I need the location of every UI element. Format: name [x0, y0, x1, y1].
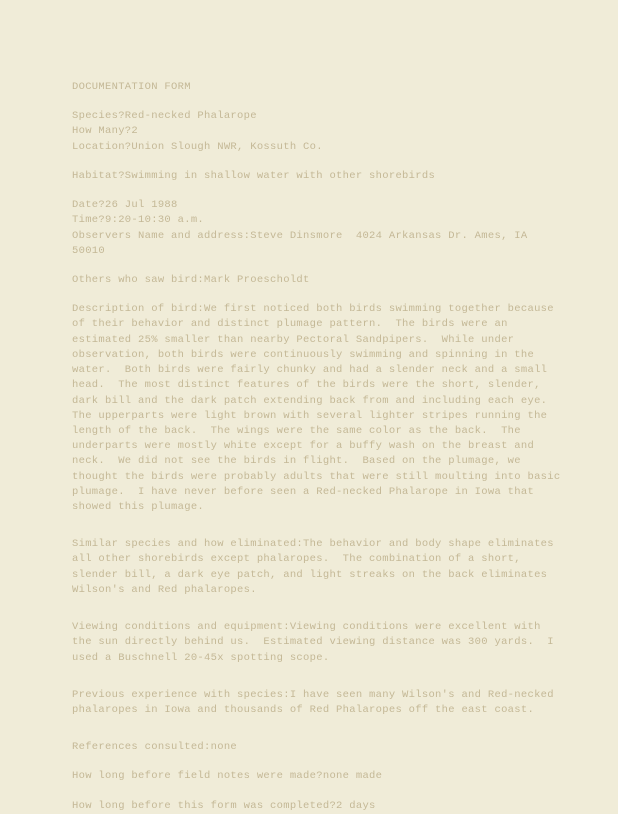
time-line: Time?9:20-10:30 a.m.: [72, 213, 563, 228]
howmany-line: How Many?2: [72, 124, 563, 139]
references-block: References consulted:none: [72, 740, 563, 755]
observer-line: Observers Name and address:Steve Dinsmor…: [72, 229, 563, 259]
others-line: Others who saw bird:Mark Proescholdt: [72, 273, 563, 288]
viewing-block: Viewing conditions and equipment:Viewing…: [72, 620, 563, 666]
previous-text: Previous experience with species:I have …: [72, 688, 563, 718]
similar-text: Similar species and how eliminated:The b…: [72, 537, 563, 598]
formcompleted-line: How long before this form was completed?…: [72, 799, 563, 814]
previous-block: Previous experience with species:I have …: [72, 688, 563, 718]
description-block: Description of bird:We first noticed bot…: [72, 302, 563, 515]
others-block: Others who saw bird:Mark Proescholdt: [72, 273, 563, 288]
habitat-line: Habitat?Swimming in shallow water with o…: [72, 169, 563, 184]
basic-info-block: Species?Red-necked Phalarope How Many?2 …: [72, 109, 563, 155]
fieldnotes-block: How long before field notes were made?no…: [72, 769, 563, 784]
viewing-text: Viewing conditions and equipment:Viewing…: [72, 620, 563, 666]
habitat-block: Habitat?Swimming in shallow water with o…: [72, 169, 563, 184]
observation-block: Date?26 Jul 1988 Time?9:20-10:30 a.m. Ob…: [72, 198, 563, 259]
form-title: DOCUMENTATION FORM: [72, 80, 563, 95]
fieldnotes-line: How long before field notes were made?no…: [72, 769, 563, 784]
location-line: Location?Union Slough NWR, Kossuth Co.: [72, 140, 563, 155]
species-line: Species?Red-necked Phalarope: [72, 109, 563, 124]
date-line: Date?26 Jul 1988: [72, 198, 563, 213]
similar-block: Similar species and how eliminated:The b…: [72, 537, 563, 598]
formcompleted-block: How long before this form was completed?…: [72, 799, 563, 814]
description-text: Description of bird:We first noticed bot…: [72, 302, 563, 515]
references-line: References consulted:none: [72, 740, 563, 755]
